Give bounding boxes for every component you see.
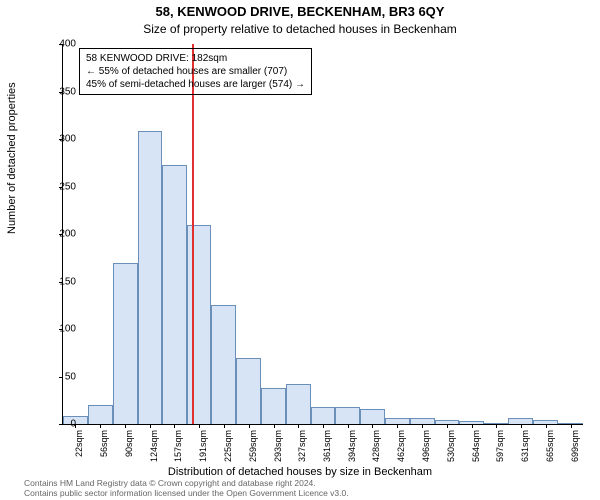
ytick-label: 400 (36, 39, 76, 50)
annotation-box: 58 KENWOOD DRIVE: 182sqm← 55% of detache… (79, 48, 312, 95)
annotation-line: 58 KENWOOD DRIVE: 182sqm (86, 52, 305, 65)
histogram-bar (236, 358, 261, 425)
histogram-bar (211, 305, 236, 424)
xtick-mark (150, 424, 151, 428)
xtick-mark (224, 424, 225, 428)
xtick-label: 665sqm (545, 430, 555, 470)
xtick-label: 530sqm (446, 430, 456, 470)
xtick-label: 597sqm (495, 430, 505, 470)
y-axis-label: Number of detached properties (6, 82, 18, 234)
footer-line1: Contains HM Land Registry data © Crown c… (24, 478, 349, 488)
annotation-line: ← 55% of detached houses are smaller (70… (86, 65, 305, 78)
xtick-label: 564sqm (471, 430, 481, 470)
histogram-bar (162, 165, 187, 424)
xtick-mark (422, 424, 423, 428)
ytick-label: 200 (36, 229, 76, 240)
histogram-bar (261, 388, 286, 424)
histogram-bar (88, 405, 113, 424)
xtick-label: 90sqm (124, 430, 134, 470)
xtick-label: 699sqm (570, 430, 580, 470)
histogram-bar (311, 407, 335, 424)
xtick-label: 22sqm (74, 430, 84, 470)
xtick-label: 157sqm (173, 430, 183, 470)
xtick-mark (571, 424, 572, 428)
xtick-label: 394sqm (347, 430, 357, 470)
chart-title-line2: Size of property relative to detached ho… (0, 22, 600, 36)
histogram-bar (360, 409, 385, 424)
ytick-label: 0 (36, 419, 76, 430)
ytick-label: 300 (36, 134, 76, 145)
ytick-label: 100 (36, 324, 76, 335)
xtick-label: 225sqm (223, 430, 233, 470)
xtick-mark (298, 424, 299, 428)
histogram-bar (113, 263, 138, 425)
ytick-label: 150 (36, 276, 76, 287)
histogram-bar (335, 407, 360, 424)
xtick-label: 631sqm (520, 430, 530, 470)
xtick-label: 428sqm (371, 430, 381, 470)
histogram-bar (138, 131, 162, 424)
xtick-mark (447, 424, 448, 428)
xtick-label: 361sqm (322, 430, 332, 470)
xtick-label: 56sqm (99, 430, 109, 470)
xtick-mark (372, 424, 373, 428)
chart-container: 58, KENWOOD DRIVE, BECKENHAM, BR3 6QY Si… (0, 0, 600, 500)
xtick-mark (174, 424, 175, 428)
xtick-mark (100, 424, 101, 428)
xtick-label: 496sqm (421, 430, 431, 470)
xtick-mark (125, 424, 126, 428)
xtick-mark (199, 424, 200, 428)
xtick-mark (472, 424, 473, 428)
annotation-line: 45% of semi-detached houses are larger (… (86, 78, 305, 91)
footer-line2: Contains public sector information licen… (24, 488, 349, 498)
xtick-label: 462sqm (396, 430, 406, 470)
ytick-label: 50 (36, 371, 76, 382)
xtick-mark (249, 424, 250, 428)
xtick-label: 327sqm (297, 430, 307, 470)
ytick-label: 350 (36, 86, 76, 97)
xtick-mark (496, 424, 497, 428)
xtick-mark (521, 424, 522, 428)
xtick-label: 191sqm (198, 430, 208, 470)
property-marker-line (192, 44, 194, 424)
histogram-bar (286, 384, 311, 424)
footer-attribution: Contains HM Land Registry data © Crown c… (24, 478, 349, 498)
xtick-mark (323, 424, 324, 428)
xtick-mark (546, 424, 547, 428)
xtick-mark (274, 424, 275, 428)
histogram-bar (187, 225, 212, 425)
xtick-mark (397, 424, 398, 428)
plot-area: 58 KENWOOD DRIVE: 182sqm← 55% of detache… (62, 44, 583, 425)
xtick-label: 293sqm (273, 430, 283, 470)
chart-title-line1: 58, KENWOOD DRIVE, BECKENHAM, BR3 6QY (0, 4, 600, 19)
xtick-mark (348, 424, 349, 428)
ytick-label: 250 (36, 181, 76, 192)
xtick-label: 259sqm (248, 430, 258, 470)
xtick-label: 124sqm (149, 430, 159, 470)
